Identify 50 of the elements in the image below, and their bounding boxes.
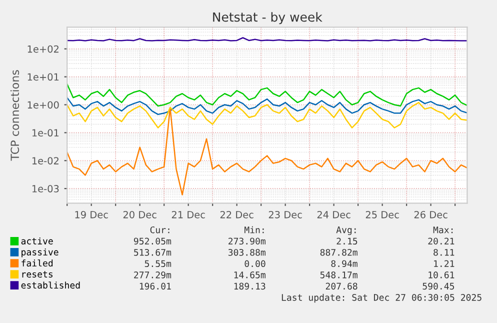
y-tick-label: 1e-03 <box>32 185 59 192</box>
text: 8.11 <box>434 248 454 256</box>
text: 952.05m <box>134 238 172 245</box>
x-tick-label: 22 Dec <box>220 210 254 218</box>
legend-label: active <box>21 237 53 244</box>
text: 273.90m <box>228 238 266 245</box>
x-tick-label: 23 Dec <box>268 210 302 218</box>
text: 887.82m <box>320 248 358 256</box>
text: Avg: <box>336 226 356 236</box>
x-tick-label: 25 Dec <box>366 210 399 218</box>
text: 0.00 <box>244 260 266 268</box>
y-tick-label: 1e+02 <box>28 45 58 53</box>
text: 20.21 <box>428 238 454 245</box>
line-series <box>67 102 468 128</box>
text: Max: <box>433 226 453 234</box>
text: 513.67m <box>134 248 172 256</box>
text: 548.17m <box>320 271 358 278</box>
text: 1.21 <box>434 260 454 267</box>
line-series <box>67 96 468 116</box>
text: 303.88m <box>228 248 266 256</box>
legend-label: passive <box>22 248 58 258</box>
text: 207.68 <box>326 282 358 290</box>
text: Min: <box>244 226 264 234</box>
text: 5.55m <box>144 260 172 268</box>
y-axis-title: TCP connections <box>10 70 20 161</box>
x-tick-label: 26 Dec <box>414 210 448 218</box>
text: Cur: <box>150 226 170 234</box>
x-tick-label: 19 Dec <box>75 210 108 218</box>
chart-title: Netstat - by week <box>213 12 322 24</box>
text: 196.01 <box>140 282 171 290</box>
y-tick-label: 1e+01 <box>28 73 59 81</box>
x-tick-label: 20 Dec <box>123 210 156 218</box>
legend-label: failed <box>22 259 53 267</box>
text: Last update: Sat Dec 27 06:30:05 2025 <box>282 294 482 303</box>
y-tick-label: 1e+00 <box>28 101 59 109</box>
x-tick-label: 21 Dec <box>172 210 205 218</box>
text: 10.61 <box>428 271 454 278</box>
line-series <box>67 106 468 196</box>
legend-label: resets <box>22 271 52 278</box>
text: 590.45 <box>422 282 454 290</box>
text: 189.13 <box>234 282 266 290</box>
y-tick-label: 1e-02 <box>32 157 58 164</box>
x-tick-label: 24 Dec <box>317 210 350 218</box>
legend-label: established <box>21 282 80 289</box>
y-tick-label: 1e-01 <box>32 129 59 137</box>
line-series <box>67 83 468 107</box>
text: 277.29m <box>134 271 172 278</box>
text: 8.94m <box>331 260 358 268</box>
text: 14.65m <box>234 271 266 278</box>
text: 2.15 <box>336 238 358 245</box>
